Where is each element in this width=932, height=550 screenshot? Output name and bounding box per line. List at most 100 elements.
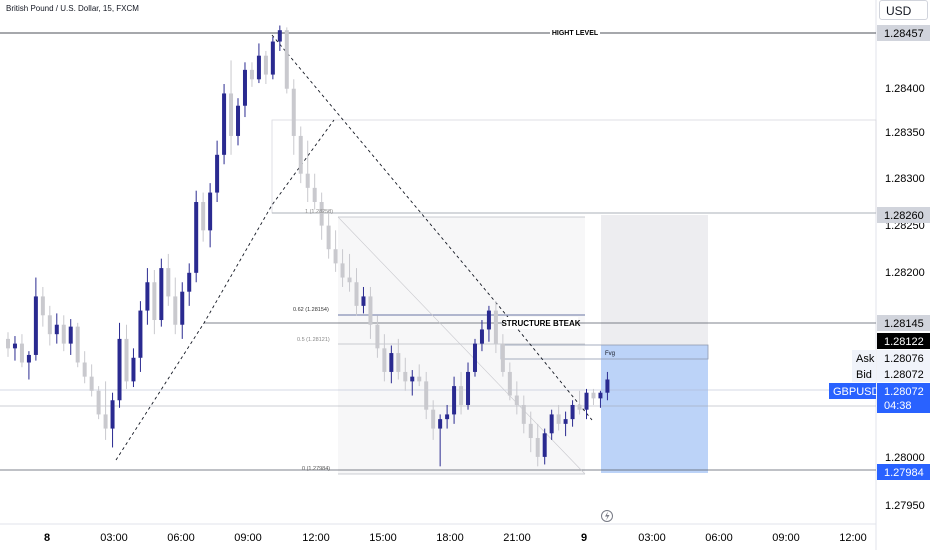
bull-candle[interactable] (277, 30, 282, 42)
bear-candle[interactable] (96, 390, 101, 415)
bear-candle[interactable] (382, 348, 387, 372)
bear-candle[interactable] (152, 282, 157, 321)
drop-dashed-line[interactable] (271, 34, 593, 421)
bear-candle[interactable] (347, 277, 352, 283)
bear-candle[interactable] (201, 202, 206, 231)
bear-candle[interactable] (556, 414, 561, 424)
bear-candle[interactable] (500, 343, 505, 372)
time-scale[interactable]: 8 03:00 06:00 09:00 12:00 15:00 18:00 21… (44, 532, 867, 544)
bull-candle[interactable] (54, 324, 59, 335)
bear-candle[interactable] (591, 392, 596, 399)
bull-candle[interactable] (479, 329, 484, 344)
bear-candle[interactable] (305, 173, 310, 188)
bear-candle[interactable] (431, 409, 436, 429)
bull-candle[interactable] (208, 192, 213, 231)
bull-candle[interactable] (472, 343, 477, 372)
bull-candle[interactable] (486, 310, 491, 330)
time-tick: 09:00 (234, 532, 262, 544)
bear-candle[interactable] (459, 386, 464, 405)
bull-candle[interactable] (445, 414, 450, 420)
bear-candle[interactable] (424, 381, 429, 410)
bull-candle[interactable] (584, 392, 589, 410)
bear-candle[interactable] (319, 202, 324, 226)
bear-candle[interactable] (396, 353, 401, 372)
bear-candle[interactable] (124, 338, 129, 382)
bull-candle[interactable] (242, 69, 247, 106)
bull-candle[interactable] (452, 386, 457, 415)
take-profit-zone[interactable] (601, 215, 708, 345)
bear-candle[interactable] (403, 371, 408, 382)
bear-candle[interactable] (375, 324, 380, 349)
bear-candle[interactable] (166, 268, 171, 297)
bull-candle[interactable] (598, 392, 603, 399)
bull-candle[interactable] (33, 296, 38, 355)
session-break-icon[interactable] (601, 510, 613, 522)
bear-candle[interactable] (47, 315, 52, 335)
bear-candle[interactable] (535, 438, 540, 457)
bear-candle[interactable] (82, 362, 87, 377)
bear-candle[interactable] (368, 296, 373, 325)
fib-062-label: 0.62 (1.28154) (293, 307, 329, 313)
bull-candle[interactable] (563, 419, 568, 424)
bear-candle[interactable] (507, 371, 512, 396)
bear-candle[interactable] (173, 296, 178, 325)
bull-candle[interactable] (187, 272, 192, 292)
price-scale[interactable]: 1.28400 1.28350 1.28300 1.28250 1.28200 … (885, 83, 925, 512)
bull-candle[interactable] (194, 202, 199, 273)
bull-candle[interactable] (138, 310, 143, 358)
bull-candle[interactable] (12, 343, 17, 349)
bear-candle[interactable] (291, 88, 296, 136)
bear-candle[interactable] (284, 30, 289, 89)
bull-candle[interactable] (110, 400, 115, 429)
bear-candle[interactable] (61, 324, 66, 344)
bull-candle[interactable] (256, 55, 261, 80)
bull-candle[interactable] (145, 282, 150, 311)
bear-candle[interactable] (75, 326, 80, 363)
bear-candle[interactable] (493, 310, 498, 344)
bear-candle[interactable] (229, 93, 234, 136)
bear-candle[interactable] (249, 69, 254, 80)
bear-candle[interactable] (514, 395, 519, 405)
bull-candle[interactable] (68, 326, 73, 344)
currency-button[interactable]: USD (879, 0, 928, 20)
stop-zone[interactable] (601, 345, 708, 473)
bear-candle[interactable] (263, 55, 268, 75)
bull-candle[interactable] (410, 376, 415, 382)
bear-candle[interactable] (326, 225, 331, 250)
bull-candle[interactable] (131, 357, 136, 382)
bull-candle[interactable] (180, 291, 185, 325)
bear-candle[interactable] (354, 282, 359, 306)
bull-candle[interactable] (361, 296, 366, 306)
bear-candle[interactable] (577, 404, 582, 410)
bull-candle[interactable] (236, 105, 241, 136)
bear-candle[interactable] (89, 376, 94, 391)
bear-candle[interactable] (333, 249, 338, 264)
bull-candle[interactable] (549, 414, 554, 434)
bull-candle[interactable] (222, 93, 227, 155)
bear-candle[interactable] (340, 263, 345, 278)
bear-candle[interactable] (528, 423, 533, 439)
bull-candle[interactable] (270, 41, 275, 75)
bull-candle[interactable] (605, 379, 610, 393)
impulse-dashed-line[interactable] (115, 119, 335, 461)
bear-candle[interactable] (417, 376, 422, 382)
price-tick: 1.28000 (885, 452, 925, 464)
bear-candle[interactable] (6, 338, 10, 349)
bull-candle[interactable] (215, 154, 220, 193)
bull-candle[interactable] (26, 354, 31, 363)
bull-candle[interactable] (117, 338, 122, 401)
bear-candle[interactable] (521, 404, 526, 424)
bull-candle[interactable] (542, 433, 547, 457)
bear-candle[interactable] (19, 343, 24, 363)
last-price-badge (877, 383, 930, 413)
bull-candle[interactable] (159, 268, 164, 321)
bull-candle[interactable] (438, 419, 443, 429)
bear-candle[interactable] (298, 135, 303, 174)
bull-candle[interactable] (570, 404, 575, 420)
bear-candle[interactable] (312, 187, 317, 203)
bull-candle[interactable] (389, 353, 394, 372)
bear-candle[interactable] (40, 296, 45, 316)
bear-candle[interactable] (103, 414, 108, 429)
bull-candle[interactable] (466, 371, 471, 405)
